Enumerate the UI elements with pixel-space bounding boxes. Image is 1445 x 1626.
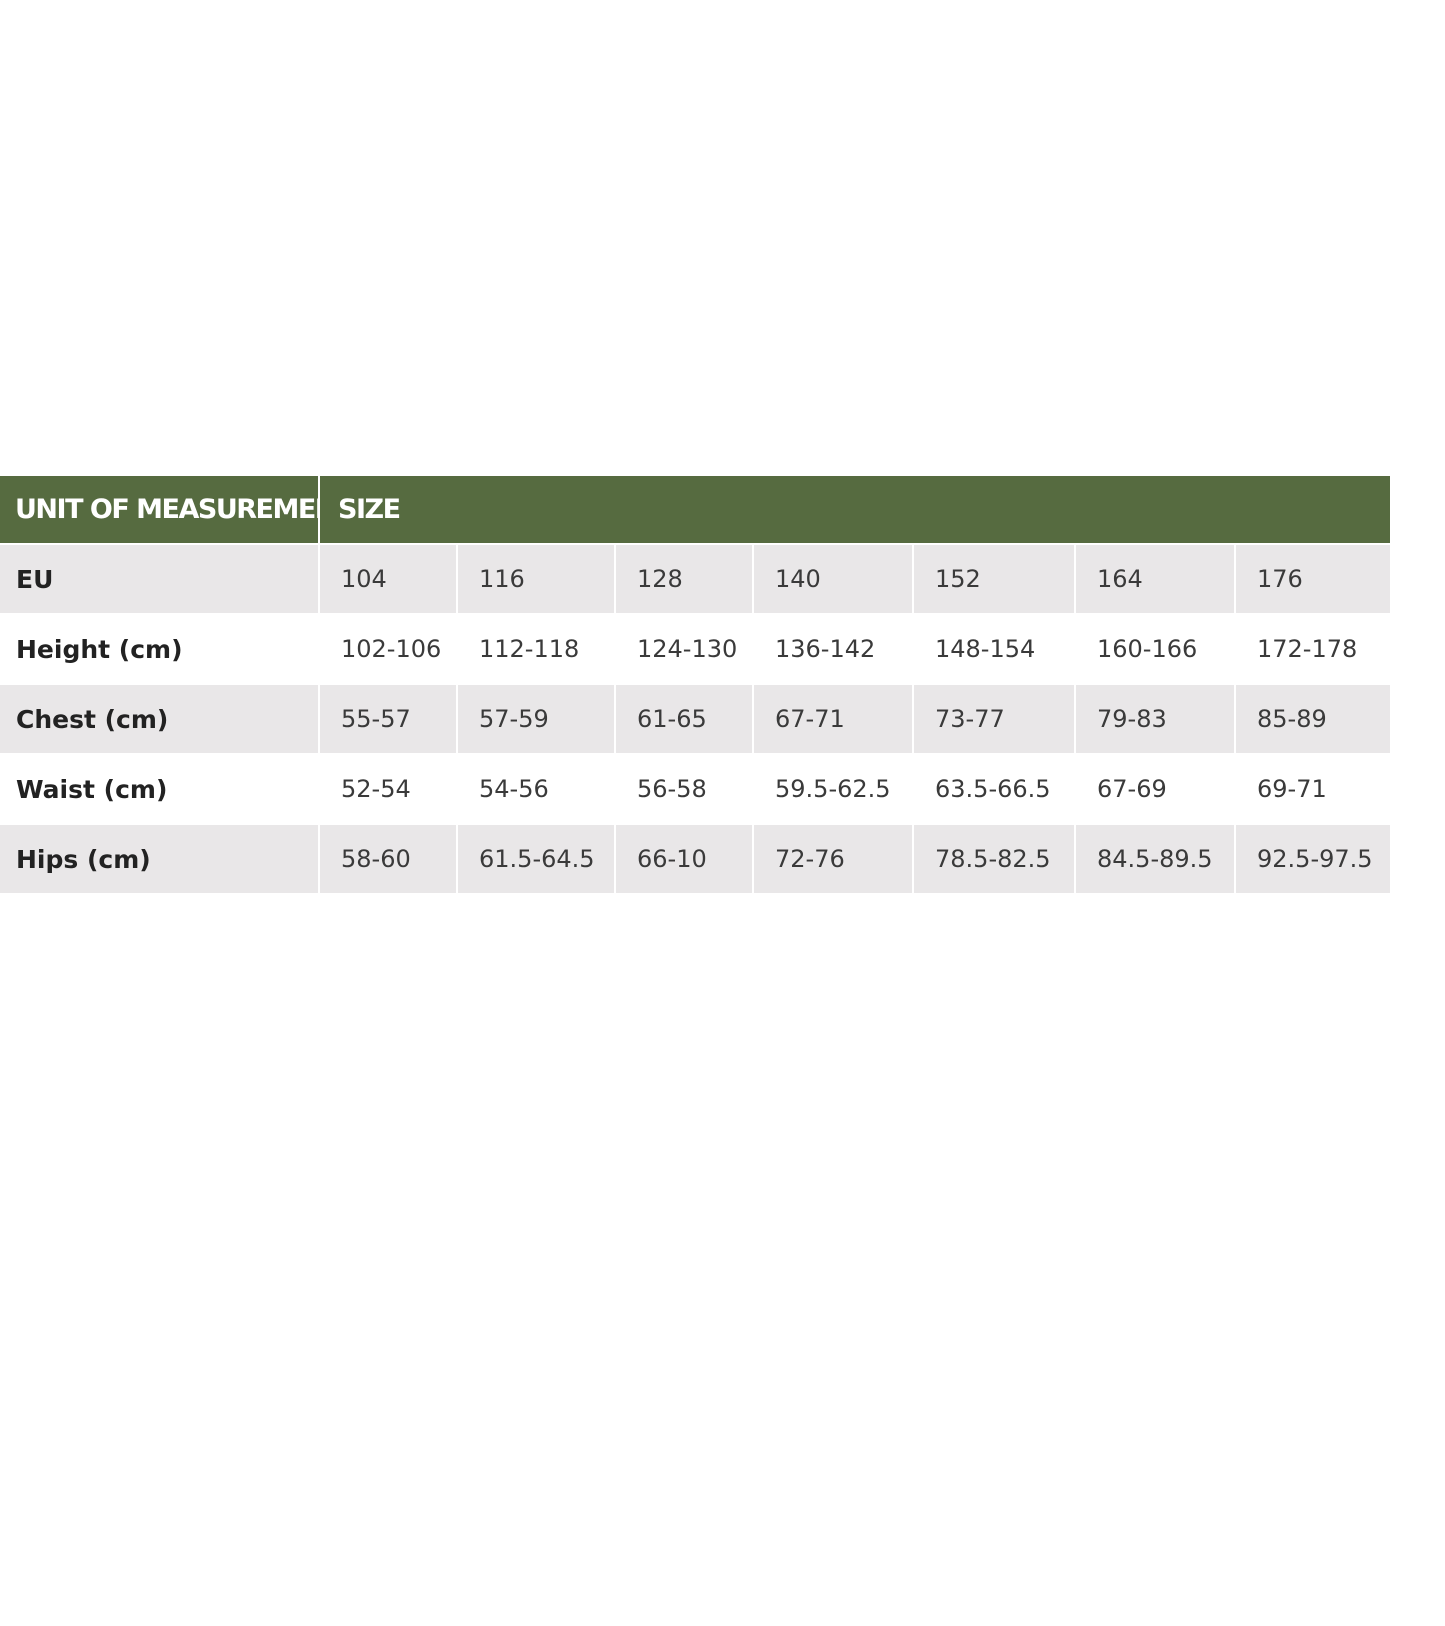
- size-cell: 112-118: [479, 635, 580, 663]
- size-cell: 116: [458, 545, 614, 613]
- size-cell: 59.5-62.5: [775, 775, 891, 803]
- row-label: Height (cm): [16, 634, 183, 664]
- size-cell: 63.5-66.5: [935, 775, 1051, 803]
- size-cell: 56-58: [637, 775, 707, 803]
- header-cell: UNIT OF MEASUREMENT: [0, 476, 354, 543]
- size-cell: 67-71: [754, 685, 912, 753]
- size-cell: 72-76: [754, 825, 912, 893]
- size-cell: 124-130: [637, 635, 738, 663]
- row-label: Hips (cm): [0, 825, 318, 893]
- size-cell: 128: [616, 545, 752, 613]
- header-cell: SIZE: [320, 476, 1390, 543]
- size-table: UNIT OF MEASUREMENT SIZE EU 104 116 128 140 152…: [0, 476, 1390, 893]
- size-cell: 164: [1076, 545, 1234, 613]
- size-cell: 66-10: [616, 825, 752, 893]
- row-label: Chest (cm): [0, 685, 318, 753]
- size-cell: 136-142: [775, 635, 876, 663]
- size-cell: 79-83: [1076, 685, 1234, 753]
- size-cell: 73-77: [914, 685, 1074, 753]
- size-cell: 102-106: [341, 635, 442, 663]
- size-cell: 61.5-64.5: [458, 825, 614, 893]
- size-cell: 84.5-89.5: [1076, 825, 1234, 893]
- size-cell: 67-69: [1097, 775, 1167, 803]
- size-cell: 92.5-97.5: [1236, 825, 1390, 893]
- size-cell: 104: [320, 545, 456, 613]
- size-cell: 78.5-82.5: [914, 825, 1074, 893]
- size-cell: 52-54: [341, 775, 411, 803]
- size-cell: 55-57: [320, 685, 456, 753]
- size-cell: 58-60: [320, 825, 456, 893]
- size-cell: 69-71: [1257, 775, 1327, 803]
- size-cell: 140: [754, 545, 912, 613]
- size-cell: 160-166: [1097, 635, 1198, 663]
- size-cell: 61-65: [616, 685, 752, 753]
- row-label: Waist (cm): [16, 774, 168, 804]
- size-cell: 85-89: [1236, 685, 1390, 753]
- size-cell: 176: [1236, 545, 1390, 613]
- size-cell: 152: [914, 545, 1074, 613]
- size-cell: 54-56: [479, 775, 549, 803]
- row-label: EU: [0, 545, 318, 613]
- size-cell: 57-59: [458, 685, 614, 753]
- size-cell: 148-154: [935, 635, 1036, 663]
- size-cell: 172-178: [1257, 635, 1358, 663]
